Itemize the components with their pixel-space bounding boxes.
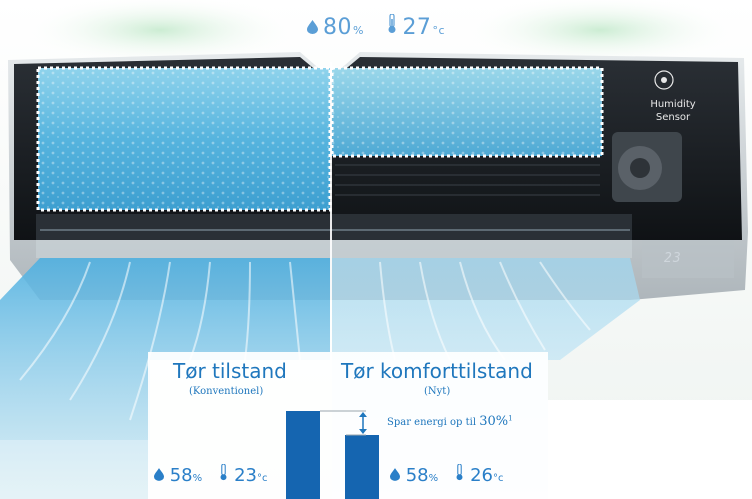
left-humidity-unit: %	[192, 473, 203, 484]
right-temperature-unit: °c	[492, 473, 504, 484]
left-mode-title: Tør tilstand	[173, 359, 287, 383]
right-mode-title: Tør komforttilstand	[341, 359, 533, 383]
saving-percent: 30%	[479, 414, 509, 429]
saving-footnote: 1	[508, 414, 513, 423]
top-humidity-value: 80	[322, 15, 352, 40]
left-temperature-unit: °c	[256, 473, 268, 484]
indoor-reading: 80% 27 °c	[0, 14, 752, 40]
top-humidity: 80%	[306, 15, 364, 40]
energy-difference-marker	[320, 410, 367, 436]
conventional-energy-bar	[286, 411, 320, 499]
sensor-label-line2: Sensor	[655, 112, 691, 123]
right-temperature-value: 26	[470, 465, 493, 486]
comfort-energy-bar	[345, 435, 379, 499]
water-drop-icon	[306, 20, 318, 34]
humidity-sensor-icon	[654, 70, 674, 90]
right-humidity-value: 58	[405, 465, 429, 486]
water-drop-icon	[390, 468, 400, 481]
left-humidity-value: 58	[169, 465, 193, 486]
water-drop-icon	[154, 468, 164, 481]
sensor-label-line1: Humidity	[650, 99, 696, 110]
left-mode-reading: 58% 23°c	[154, 463, 268, 486]
left-mode-subtitle: (Konventionel)	[189, 386, 264, 397]
thermometer-icon	[456, 463, 463, 481]
left-temperature-value: 23	[234, 465, 257, 486]
humidity-sensor-label: Humidity Sensor	[638, 98, 708, 124]
right-mode-subtitle: (Nyt)	[424, 386, 451, 397]
unit-display-digits: 23	[664, 251, 682, 266]
top-temperature: 27 °c	[387, 14, 445, 40]
top-temperature-value: 27	[402, 15, 432, 40]
top-temperature-unit: °c	[432, 24, 445, 37]
thermometer-icon	[220, 463, 227, 481]
right-humidity-unit: %	[428, 473, 439, 484]
energy-saving-note: Spar energi op til 30%1	[387, 414, 513, 429]
thermometer-icon	[388, 14, 396, 33]
right-mode-reading: 58% 26°c	[390, 463, 504, 486]
top-humidity-unit: %	[352, 24, 364, 37]
saving-text: Spar energi op til	[387, 417, 480, 428]
